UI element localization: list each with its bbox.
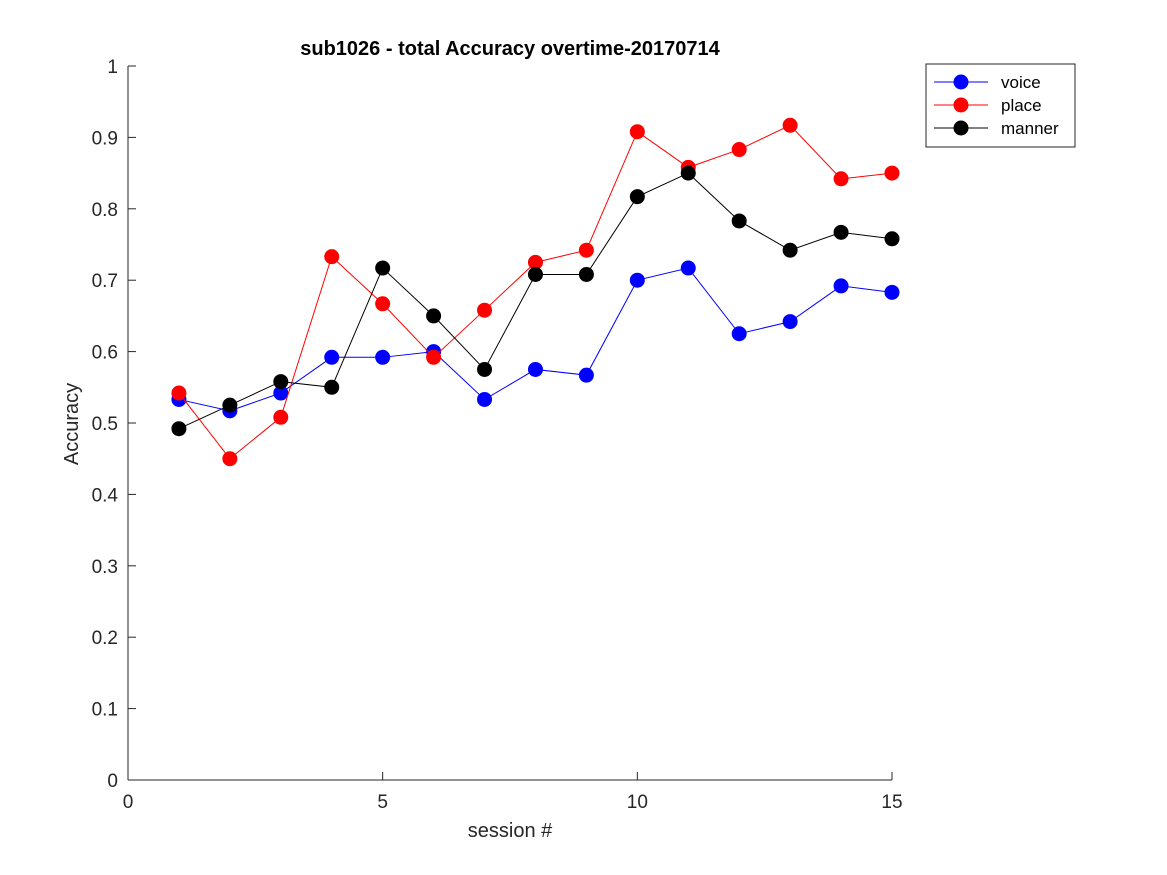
data-point-place <box>629 124 645 140</box>
x-axis-label: session # <box>468 820 553 842</box>
legend-label-manner: manner <box>1001 119 1059 138</box>
x-tick-label: 0 <box>123 792 134 813</box>
data-point-voice <box>527 361 543 377</box>
x-tick-label: 15 <box>881 792 902 813</box>
legend-marker-manner <box>953 120 969 136</box>
data-point-manner <box>527 266 543 282</box>
data-point-manner <box>680 165 696 181</box>
data-point-voice <box>833 278 849 294</box>
data-point-place <box>375 296 391 312</box>
data-point-manner <box>884 231 900 247</box>
data-point-manner <box>426 308 442 324</box>
legend-marker-voice <box>953 74 969 90</box>
legend-marker-place <box>953 97 969 113</box>
y-tick-label: 0.3 <box>92 557 118 578</box>
y-tick-label: 0.5 <box>92 414 118 435</box>
data-point-manner <box>222 397 238 413</box>
y-tick-label: 0.1 <box>92 700 118 721</box>
data-point-place <box>324 249 340 265</box>
y-tick-label: 0.2 <box>92 628 118 649</box>
data-point-voice <box>578 367 594 383</box>
data-point-manner <box>833 224 849 240</box>
data-point-place <box>782 117 798 133</box>
data-point-place <box>731 142 747 158</box>
legend: voice place manner <box>925 63 1076 148</box>
data-point-place <box>171 385 187 401</box>
data-point-voice <box>477 391 493 407</box>
x-tick-label: 10 <box>627 792 648 813</box>
data-point-manner <box>171 421 187 437</box>
data-point-manner <box>375 260 391 276</box>
data-point-voice <box>629 272 645 288</box>
plot-area: 0 5 10 15 0 0.1 0.2 0.3 0.4 0.5 0.6 0.7 0.8 0.9 1 <box>92 57 903 813</box>
data-point-place <box>477 302 493 318</box>
data-point-place <box>884 165 900 181</box>
data-point-place <box>833 171 849 187</box>
data-point-voice <box>782 314 798 330</box>
legend-label-voice: voice <box>1001 73 1041 92</box>
data-point-place <box>273 409 289 425</box>
data-point-manner <box>629 189 645 205</box>
data-point-voice <box>375 349 391 365</box>
y-axis-label: Accuracy <box>61 383 83 465</box>
y-tick-label: 0.8 <box>92 200 118 221</box>
y-tick-label: 0.7 <box>92 271 118 292</box>
data-point-voice <box>680 260 696 276</box>
data-point-voice <box>884 284 900 300</box>
data-point-manner <box>477 361 493 377</box>
legend-label-place: place <box>1001 96 1042 115</box>
y-tick-label: 1 <box>107 57 118 78</box>
data-point-place <box>578 242 594 258</box>
y-tick-label: 0.4 <box>92 485 119 506</box>
data-point-manner <box>273 374 289 390</box>
data-point-voice <box>731 326 747 342</box>
data-point-voice <box>324 349 340 365</box>
y-tick-label: 0 <box>107 771 118 792</box>
data-point-manner <box>578 266 594 282</box>
data-point-place <box>222 451 238 467</box>
y-tick-label: 0.9 <box>92 128 118 149</box>
y-tick-label: 0.6 <box>92 343 118 364</box>
data-point-manner <box>731 213 747 229</box>
data-point-manner <box>782 242 798 258</box>
chart-title: sub1026 - total Accuracy overtime-201707… <box>300 38 720 60</box>
data-point-place <box>426 349 442 365</box>
x-tick-label: 5 <box>377 792 388 813</box>
data-point-manner <box>324 379 340 395</box>
